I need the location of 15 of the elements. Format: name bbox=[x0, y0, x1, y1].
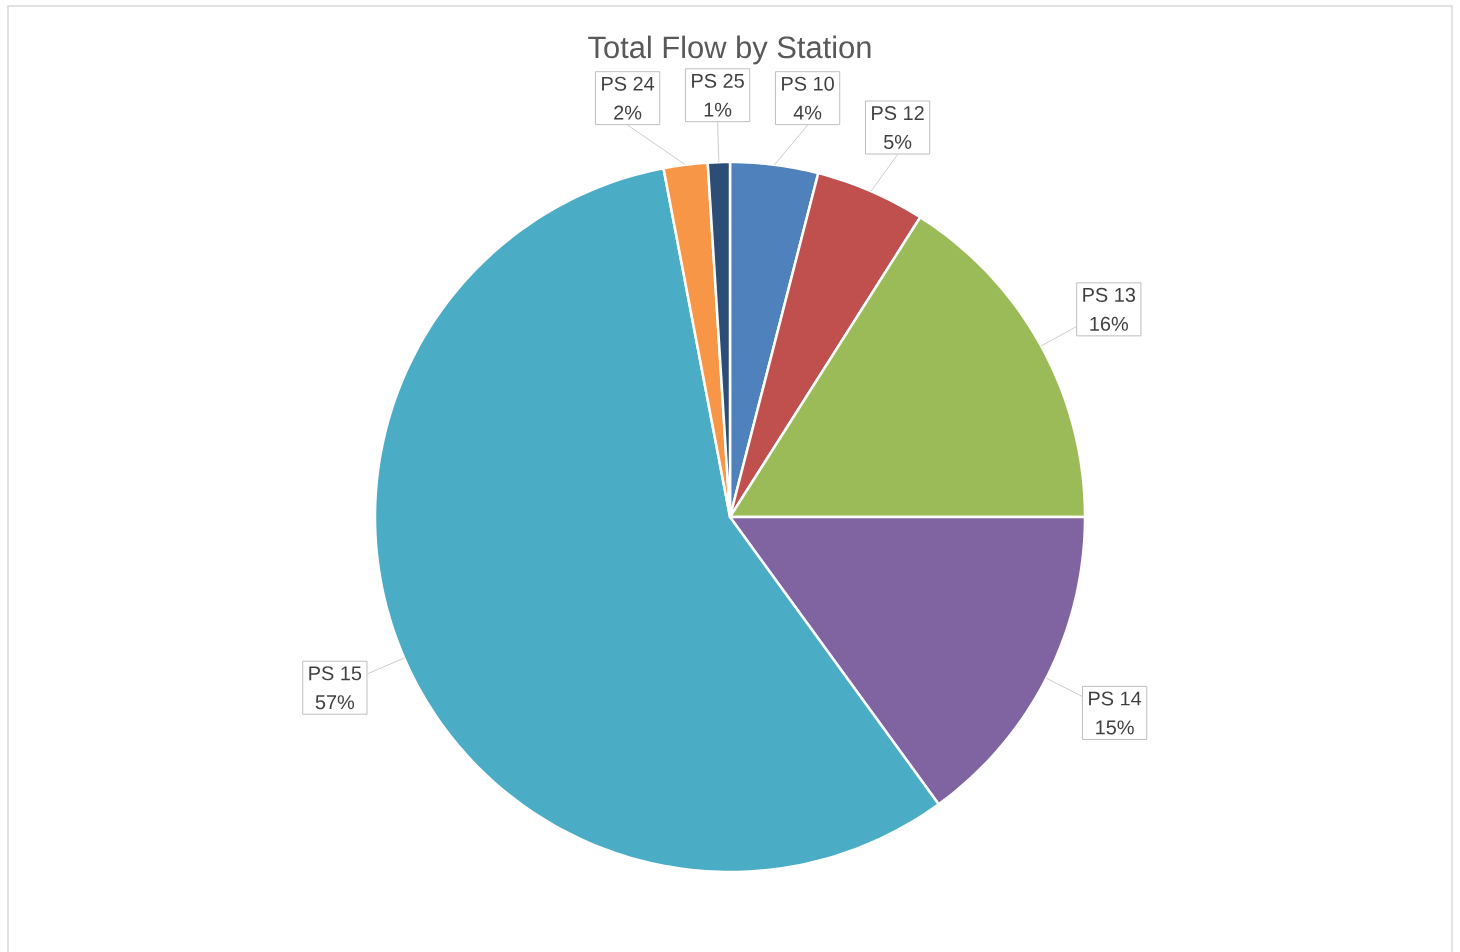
data-label: 57% bbox=[315, 695, 355, 710]
slice-label: PS 15 bbox=[309, 666, 362, 681]
slice-label: PS 12 bbox=[872, 106, 924, 121]
data-label: 15% bbox=[1096, 720, 1134, 735]
data-label: 2% bbox=[614, 105, 642, 120]
slice-label: PS 14 bbox=[1089, 691, 1142, 706]
chart-title: Total Flow by Station bbox=[588, 35, 871, 65]
data-label: 1% bbox=[704, 102, 732, 117]
data-label: 4% bbox=[793, 105, 822, 120]
slice-label: PS 10 bbox=[782, 76, 834, 91]
slice-label: PS 24 bbox=[602, 76, 655, 91]
slice-label: PS 13 bbox=[1083, 287, 1136, 302]
data-label: 5% bbox=[883, 134, 912, 149]
slice-label: PS 25 bbox=[692, 73, 744, 88]
data-label: 16% bbox=[1090, 316, 1128, 331]
